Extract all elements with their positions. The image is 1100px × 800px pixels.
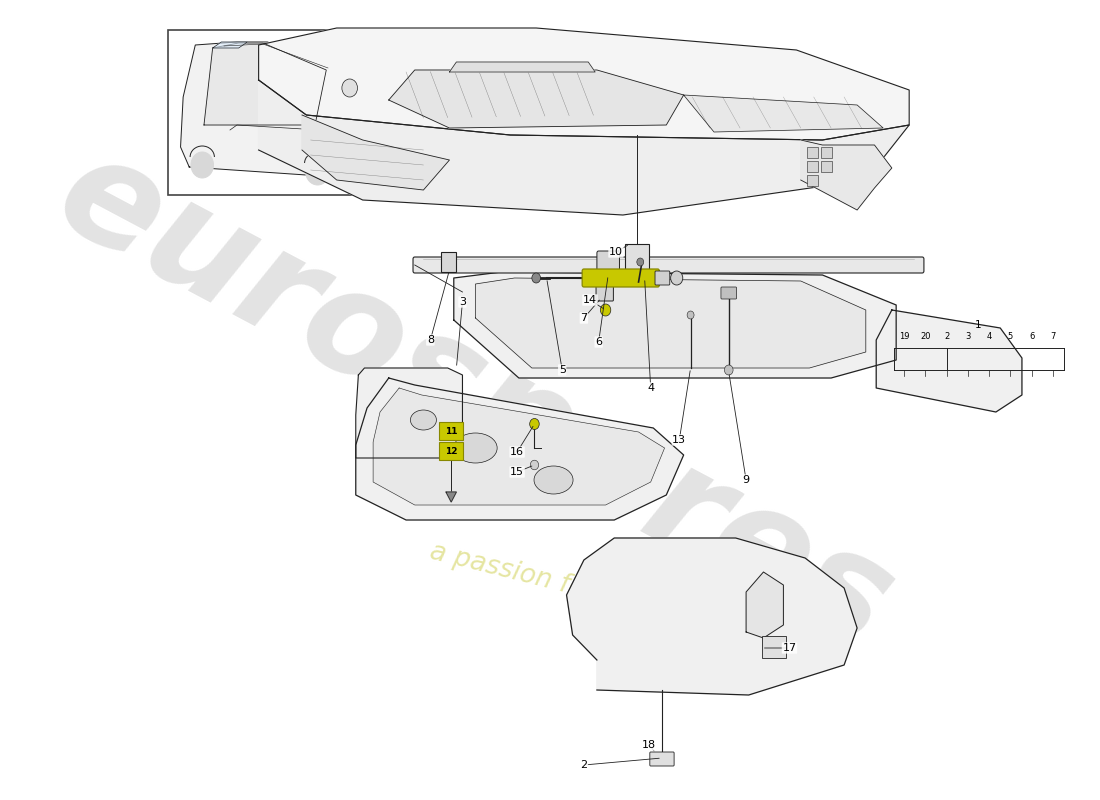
Bar bbox=[806, 175, 818, 186]
Text: a passion for parts since 1985: a passion for parts since 1985 bbox=[427, 539, 820, 661]
FancyBboxPatch shape bbox=[597, 251, 619, 277]
Text: 3: 3 bbox=[966, 332, 970, 341]
Circle shape bbox=[671, 271, 683, 285]
FancyBboxPatch shape bbox=[720, 287, 737, 299]
Polygon shape bbox=[388, 70, 683, 128]
Circle shape bbox=[342, 79, 358, 97]
Bar bbox=[821, 147, 832, 158]
FancyBboxPatch shape bbox=[596, 279, 614, 301]
Text: 4: 4 bbox=[647, 383, 654, 393]
Bar bbox=[441, 252, 456, 272]
Bar bbox=[821, 161, 832, 172]
Circle shape bbox=[530, 418, 539, 430]
Polygon shape bbox=[355, 378, 683, 520]
Polygon shape bbox=[258, 28, 910, 140]
Bar bbox=[167, 30, 354, 195]
FancyBboxPatch shape bbox=[650, 752, 674, 766]
Text: 14: 14 bbox=[583, 295, 597, 305]
Polygon shape bbox=[373, 388, 664, 505]
Polygon shape bbox=[212, 42, 248, 48]
Text: 3: 3 bbox=[459, 297, 466, 307]
Text: 5: 5 bbox=[1008, 332, 1013, 341]
Text: 7: 7 bbox=[581, 313, 587, 323]
Text: 2: 2 bbox=[581, 760, 587, 770]
Circle shape bbox=[725, 365, 733, 375]
Text: 5: 5 bbox=[559, 365, 565, 375]
Polygon shape bbox=[454, 272, 896, 378]
Polygon shape bbox=[355, 368, 462, 458]
Bar bbox=[806, 147, 818, 158]
Circle shape bbox=[306, 157, 330, 185]
Polygon shape bbox=[450, 62, 595, 72]
FancyBboxPatch shape bbox=[654, 271, 670, 285]
Polygon shape bbox=[801, 140, 892, 210]
Polygon shape bbox=[302, 115, 450, 190]
Ellipse shape bbox=[410, 410, 437, 430]
Circle shape bbox=[637, 258, 644, 266]
Polygon shape bbox=[683, 95, 883, 132]
Circle shape bbox=[601, 304, 610, 316]
Circle shape bbox=[191, 152, 213, 178]
Text: 10: 10 bbox=[609, 247, 623, 257]
Text: 15: 15 bbox=[510, 467, 524, 477]
Text: eurospares: eurospares bbox=[35, 122, 916, 678]
Bar bbox=[439, 442, 463, 460]
Text: 6: 6 bbox=[595, 337, 602, 347]
Bar bbox=[761, 636, 786, 658]
FancyBboxPatch shape bbox=[412, 257, 924, 273]
Text: 4: 4 bbox=[987, 332, 992, 341]
Text: 7: 7 bbox=[1050, 332, 1056, 341]
Circle shape bbox=[532, 273, 540, 283]
Circle shape bbox=[530, 460, 539, 470]
Text: 20: 20 bbox=[921, 332, 931, 341]
Text: 12: 12 bbox=[444, 446, 458, 455]
Ellipse shape bbox=[534, 466, 573, 494]
Polygon shape bbox=[566, 538, 857, 695]
Bar bbox=[439, 422, 463, 440]
Text: 9: 9 bbox=[742, 475, 750, 485]
Text: 6: 6 bbox=[1028, 332, 1034, 341]
Text: 2: 2 bbox=[944, 332, 949, 341]
Text: 1: 1 bbox=[976, 320, 982, 330]
Polygon shape bbox=[877, 310, 1022, 412]
Text: 18: 18 bbox=[642, 740, 656, 750]
Text: 11: 11 bbox=[444, 426, 458, 435]
Text: 13: 13 bbox=[672, 435, 686, 445]
Text: 8: 8 bbox=[427, 335, 433, 345]
Polygon shape bbox=[446, 492, 456, 502]
Text: 19: 19 bbox=[899, 332, 910, 341]
Bar bbox=[806, 161, 818, 172]
Text: 17: 17 bbox=[782, 643, 796, 653]
Text: 16: 16 bbox=[510, 447, 524, 457]
FancyBboxPatch shape bbox=[582, 269, 659, 287]
Polygon shape bbox=[258, 80, 910, 215]
Polygon shape bbox=[475, 278, 866, 368]
Polygon shape bbox=[204, 43, 327, 125]
Polygon shape bbox=[746, 572, 783, 638]
Polygon shape bbox=[180, 42, 341, 175]
Circle shape bbox=[688, 311, 694, 319]
Ellipse shape bbox=[454, 433, 497, 463]
Bar bbox=[625, 244, 649, 272]
